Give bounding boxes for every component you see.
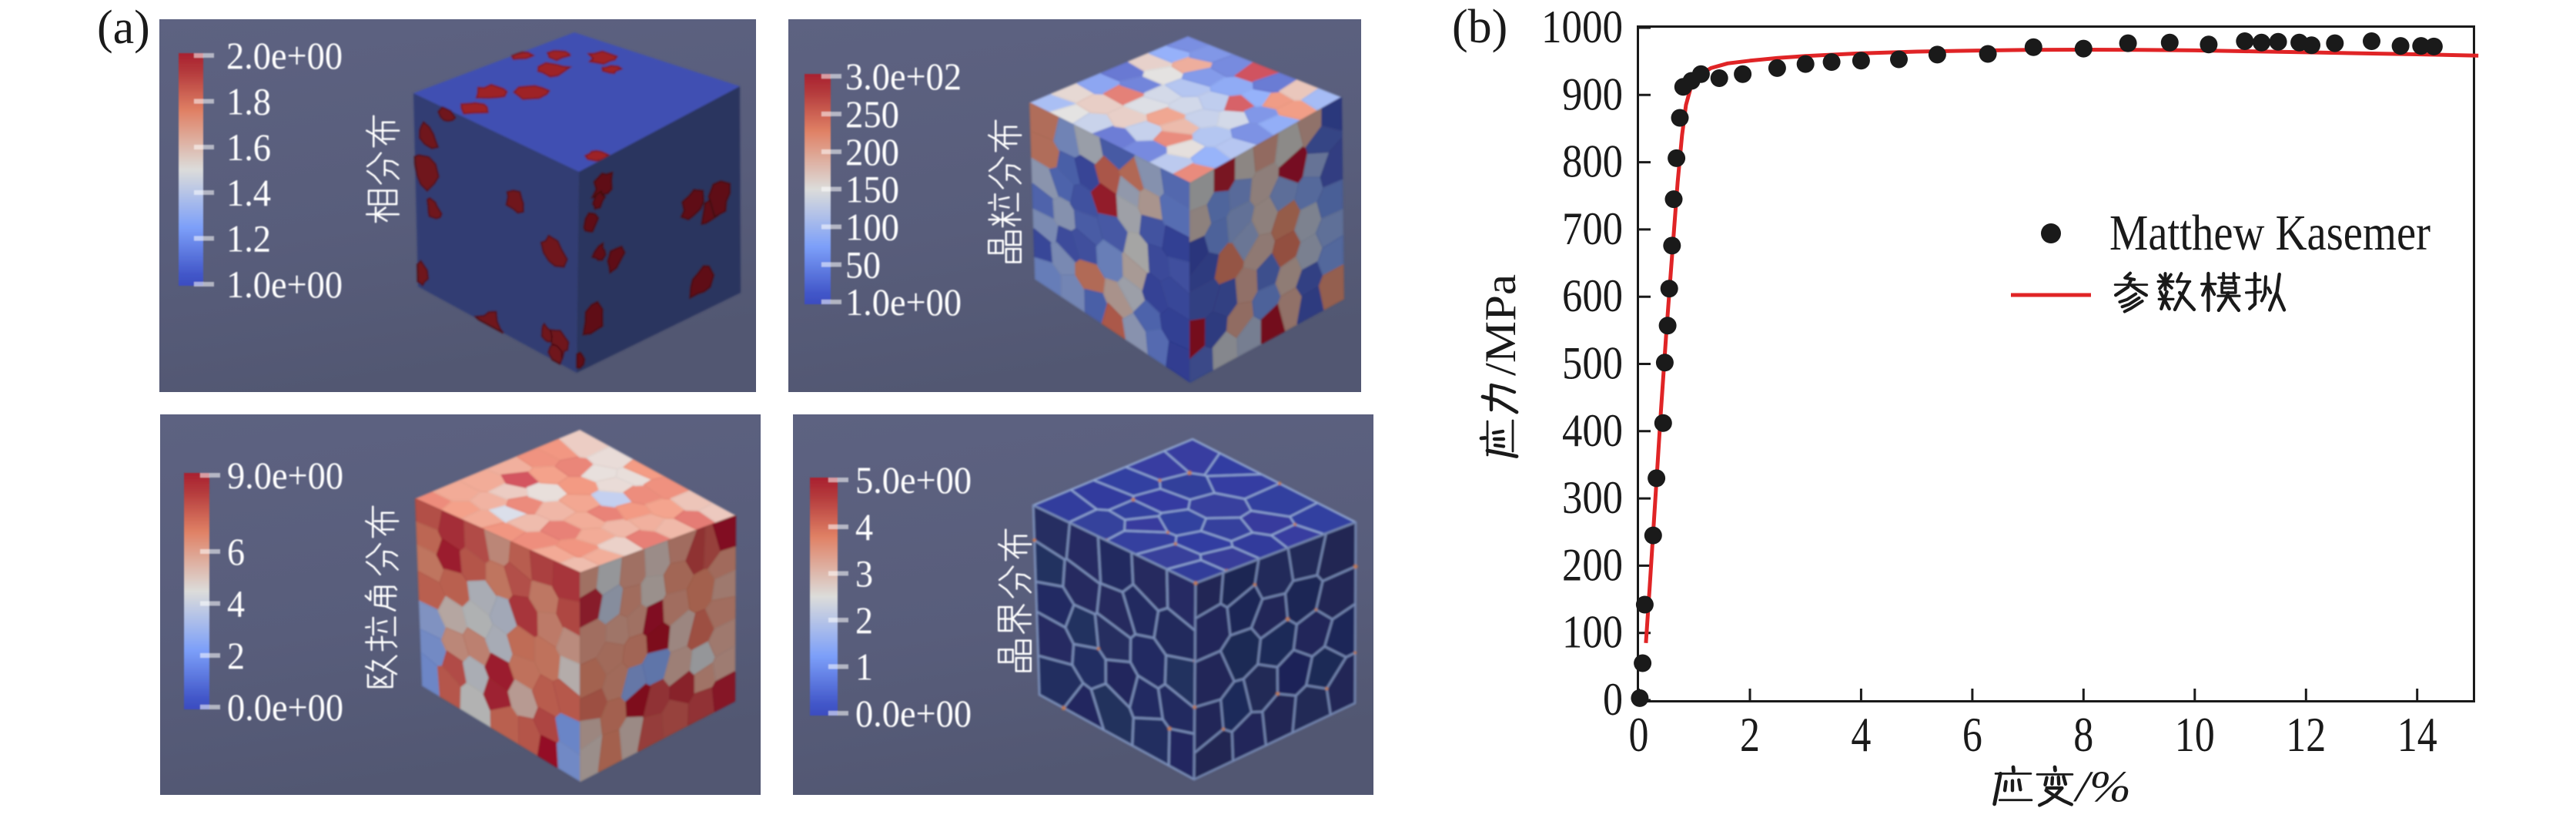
svg-text:0: 0 bbox=[1603, 674, 1623, 725]
svg-text:800: 800 bbox=[1562, 136, 1623, 187]
svg-text:150: 150 bbox=[845, 168, 899, 211]
svg-text:500: 500 bbox=[1562, 338, 1623, 389]
svg-text:6: 6 bbox=[1962, 707, 1982, 762]
svg-text:2: 2 bbox=[227, 634, 245, 677]
svg-text:50: 50 bbox=[845, 243, 881, 287]
svg-text:12: 12 bbox=[2286, 707, 2326, 762]
svg-text:600: 600 bbox=[1562, 270, 1623, 321]
svg-text:1.6: 1.6 bbox=[226, 126, 271, 169]
svg-text:/%: /% bbox=[2073, 763, 2131, 811]
svg-text:900: 900 bbox=[1562, 69, 1623, 119]
svg-text:4: 4 bbox=[1851, 707, 1871, 762]
svg-text:3.0e+02: 3.0e+02 bbox=[845, 55, 962, 98]
svg-text:1.8: 1.8 bbox=[226, 80, 271, 123]
svg-text:0.0e+00: 0.0e+00 bbox=[855, 692, 972, 735]
svg-text:200: 200 bbox=[1562, 539, 1623, 590]
svg-text:700: 700 bbox=[1562, 203, 1623, 254]
svg-text:0: 0 bbox=[1629, 707, 1649, 762]
svg-text:300: 300 bbox=[1562, 472, 1623, 523]
svg-text:100: 100 bbox=[845, 206, 899, 249]
svg-text:100: 100 bbox=[1562, 607, 1623, 658]
svg-text:1000: 1000 bbox=[1541, 2, 1623, 52]
svg-text:1.2: 1.2 bbox=[226, 217, 271, 260]
svg-text:/MPa: /MPa bbox=[1477, 274, 1525, 376]
svg-text:3: 3 bbox=[855, 552, 873, 595]
svg-text:9.0e+00: 9.0e+00 bbox=[227, 454, 343, 497]
svg-text:1.4: 1.4 bbox=[226, 171, 271, 214]
svg-text:6: 6 bbox=[227, 530, 245, 573]
svg-text:5.0e+00: 5.0e+00 bbox=[855, 458, 972, 501]
svg-text:1.0e+00: 1.0e+00 bbox=[226, 263, 343, 306]
svg-text:400: 400 bbox=[1562, 405, 1623, 456]
svg-text:(a): (a) bbox=[97, 2, 150, 54]
svg-text:1.0e+00: 1.0e+00 bbox=[845, 280, 962, 324]
svg-text:2: 2 bbox=[855, 598, 873, 642]
svg-text:1: 1 bbox=[855, 645, 873, 689]
svg-text:14: 14 bbox=[2397, 707, 2437, 762]
svg-text:2: 2 bbox=[1740, 707, 1760, 762]
svg-text:4: 4 bbox=[855, 505, 873, 548]
svg-text:4: 4 bbox=[227, 582, 245, 625]
svg-text:250: 250 bbox=[845, 92, 899, 136]
svg-text:0.0e+00: 0.0e+00 bbox=[227, 686, 343, 729]
svg-text:10: 10 bbox=[2175, 707, 2215, 762]
svg-text:200: 200 bbox=[845, 130, 899, 173]
svg-text:8: 8 bbox=[2073, 707, 2093, 762]
svg-text:(b): (b) bbox=[1452, 1, 1507, 53]
svg-text:2.0e+00: 2.0e+00 bbox=[226, 34, 343, 77]
svg-text:Matthew Kasemer: Matthew Kasemer bbox=[2109, 205, 2430, 261]
